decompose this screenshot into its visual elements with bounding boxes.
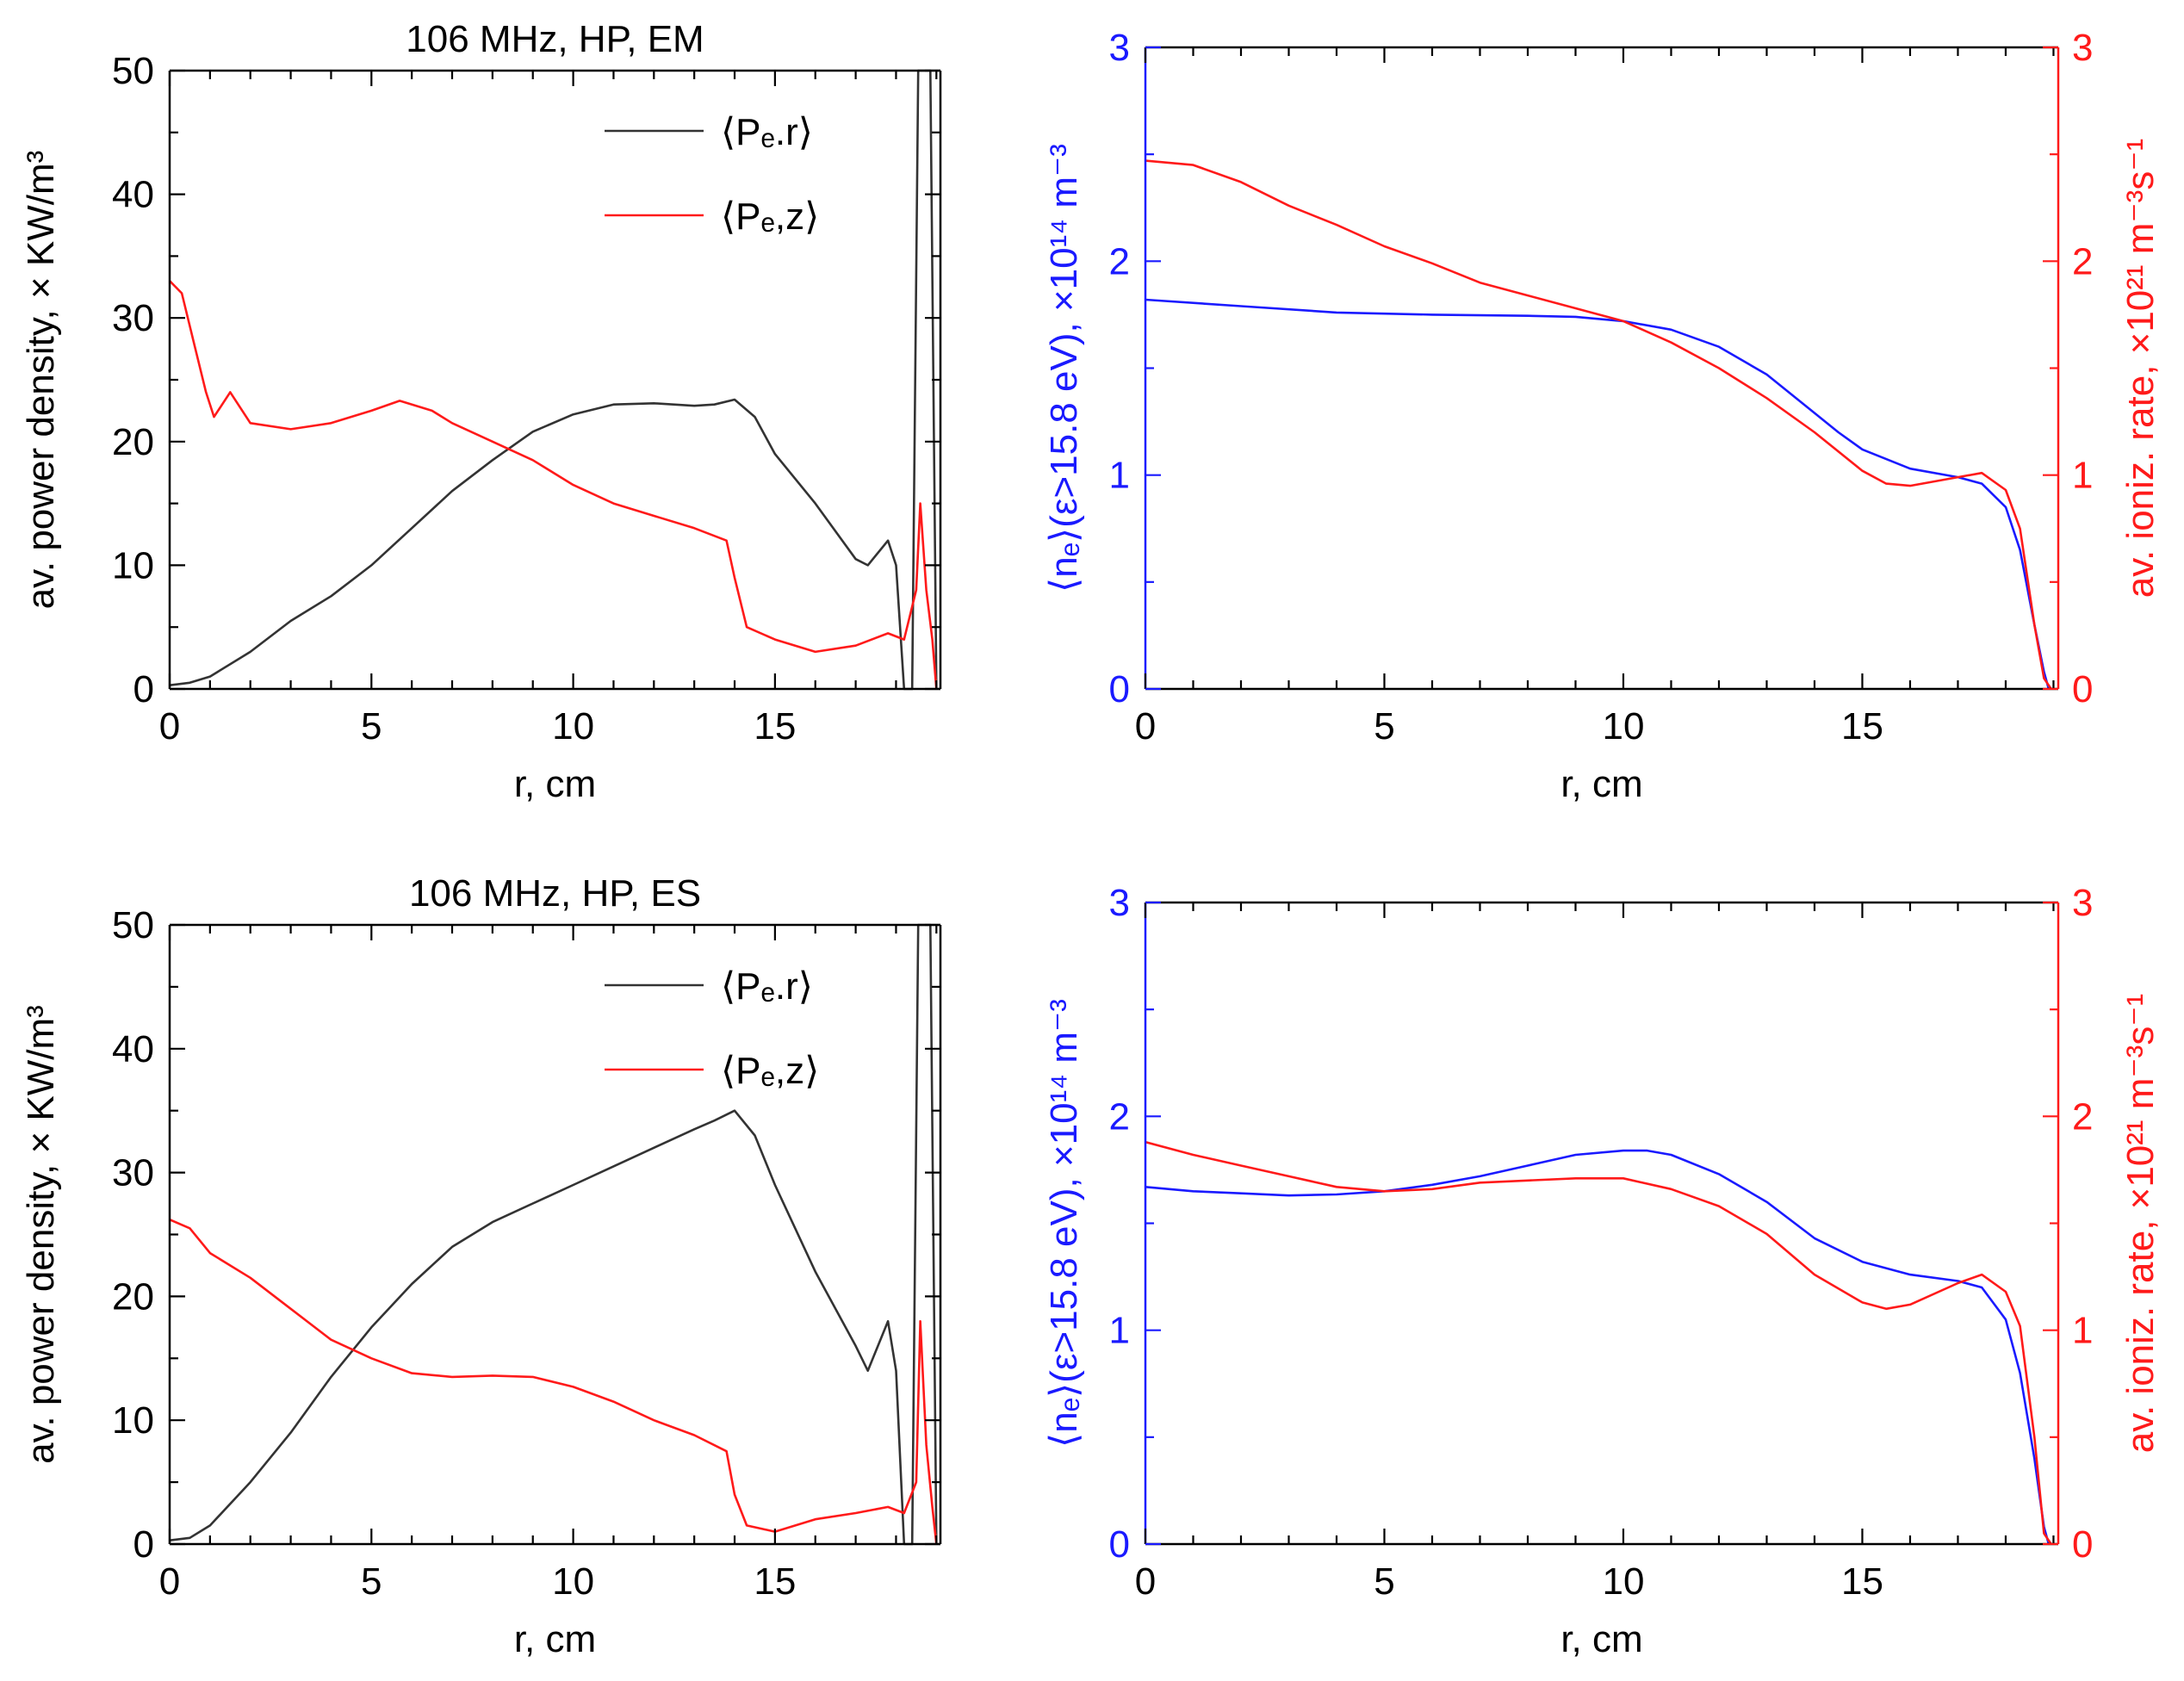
x-tick-label: 5 bbox=[361, 1560, 382, 1603]
series-line-0 bbox=[170, 69, 938, 691]
chart-top-left: 0 5 10 15 0 10 20 30 40 50 r, cm av. power density,… bbox=[20, 18, 942, 805]
series-line-0 bbox=[1145, 298, 2051, 690]
x-tick-label: 0 bbox=[159, 1560, 180, 1603]
legend-label: ⟨Pₑ.r⟩ bbox=[721, 111, 813, 153]
y-tick-label-left: 50 bbox=[112, 904, 154, 946]
y-tick-label-left: 40 bbox=[112, 174, 154, 216]
x-tick-label: 15 bbox=[1841, 705, 1883, 747]
x-tick-label: 0 bbox=[1135, 705, 1156, 747]
y-tick-label-left: 20 bbox=[112, 1275, 154, 1318]
series-line-1 bbox=[1145, 1140, 2052, 1545]
y-tick-label-right: 1 bbox=[2072, 1310, 2093, 1352]
y-tick-label-left: 40 bbox=[112, 1028, 154, 1070]
x-axis-label: r, cm bbox=[1560, 1618, 1642, 1660]
y-tick-label-right: 0 bbox=[2072, 1523, 2093, 1566]
y-tick-label-left: 30 bbox=[112, 297, 154, 339]
x-axis-label: r, cm bbox=[514, 763, 596, 805]
legend-label: ⟨Pₑ,z⟩ bbox=[721, 1050, 819, 1092]
y-tick-label-left: 3 bbox=[1109, 882, 1130, 924]
x-tick-label: 15 bbox=[1841, 1560, 1883, 1603]
x-tick-label: 15 bbox=[754, 705, 796, 747]
legend-label: ⟨Pₑ,z⟩ bbox=[721, 195, 819, 238]
series-line-0 bbox=[1145, 1149, 2051, 1545]
y-axis-label: av. power density, × KW/m³ bbox=[20, 151, 62, 610]
y-tick-label-left: 3 bbox=[1109, 27, 1130, 69]
chart-bottom-right: 0 5 10 15 0 1 2 3 0 1 2 3 r, cm ⟨nₑ⟩(ε>15.8 eV), ×10¹… bbox=[1043, 882, 2162, 1660]
y-tick-label-right: 2 bbox=[2072, 240, 2093, 282]
y-tick-label-left: 30 bbox=[112, 1152, 154, 1194]
y-axis-label-right: av. ioniz. rate, ×10²¹ m⁻³s⁻¹ bbox=[2119, 139, 2162, 598]
x-tick-label: 5 bbox=[1374, 705, 1394, 747]
x-tick-label: 10 bbox=[1602, 1560, 1644, 1603]
y-tick-label-left: 2 bbox=[1109, 1095, 1130, 1138]
y-tick-label-left: 0 bbox=[1109, 1523, 1130, 1566]
y-tick-label-left: 0 bbox=[133, 1523, 154, 1566]
y-tick-label-left: 0 bbox=[1109, 668, 1130, 710]
series-line-1 bbox=[170, 1219, 938, 1545]
x-tick-label: 10 bbox=[552, 1560, 594, 1603]
chart-title: 106 MHz, HP, EM bbox=[406, 18, 704, 60]
x-tick-label: 0 bbox=[159, 705, 180, 747]
y-axis-label: av. power density, × KW/m³ bbox=[20, 1005, 62, 1464]
y-tick-label-right: 3 bbox=[2072, 882, 2093, 924]
y-tick-label-left: 0 bbox=[133, 668, 154, 710]
chart-title: 106 MHz, HP, ES bbox=[409, 872, 701, 915]
series-line-0 bbox=[170, 923, 938, 1546]
y-tick-label-right: 3 bbox=[2072, 27, 2093, 69]
x-axis-label: r, cm bbox=[1560, 763, 1642, 805]
y-tick-label-right: 2 bbox=[2072, 1095, 2093, 1138]
y-tick-label-right: 1 bbox=[2072, 455, 2093, 497]
x-tick-label: 10 bbox=[552, 705, 594, 747]
series-line-1 bbox=[170, 280, 938, 690]
y-tick-label-left: 2 bbox=[1109, 240, 1130, 282]
chart-bottom-left: 0 5 10 15 0 10 20 30 40 50 r, cm av. power density,… bbox=[20, 872, 942, 1660]
y-tick-label-right: 0 bbox=[2072, 668, 2093, 710]
y-tick-label-left: 1 bbox=[1109, 1310, 1130, 1352]
x-tick-label: 5 bbox=[1374, 1560, 1394, 1603]
x-tick-label: 0 bbox=[1135, 1560, 1156, 1603]
y-axis-label-right: av. ioniz. rate, ×10²¹ m⁻³s⁻¹ bbox=[2119, 994, 2162, 1453]
y-axis-label-left: ⟨nₑ⟩(ε>15.8 eV), ×10¹⁴ m⁻³ bbox=[1043, 999, 1085, 1448]
y-axis-label-left: ⟨nₑ⟩(ε>15.8 eV), ×10¹⁴ m⁻³ bbox=[1043, 144, 1085, 592]
x-tick-label: 15 bbox=[754, 1560, 796, 1603]
chart-top-right: 0 5 10 15 0 1 2 3 0 1 2 3 r, cm ⟨nₑ⟩(ε>15.8 eV), ×10¹… bbox=[1043, 27, 2162, 805]
y-tick-label-left: 1 bbox=[1109, 455, 1130, 497]
y-tick-label-left: 50 bbox=[112, 50, 154, 92]
x-tick-label: 5 bbox=[361, 705, 382, 747]
x-axis-label: r, cm bbox=[514, 1618, 596, 1660]
y-tick-label-left: 20 bbox=[112, 421, 154, 463]
y-tick-label-left: 10 bbox=[112, 1399, 154, 1442]
legend-label: ⟨Pₑ.r⟩ bbox=[721, 965, 813, 1008]
series-line-1 bbox=[1145, 159, 2052, 690]
x-tick-label: 10 bbox=[1602, 705, 1644, 747]
y-tick-label-left: 10 bbox=[112, 544, 154, 586]
